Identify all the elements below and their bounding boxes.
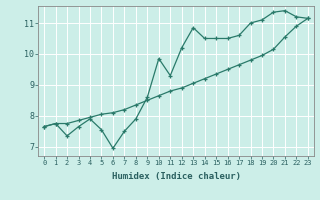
X-axis label: Humidex (Indice chaleur): Humidex (Indice chaleur): [111, 172, 241, 181]
